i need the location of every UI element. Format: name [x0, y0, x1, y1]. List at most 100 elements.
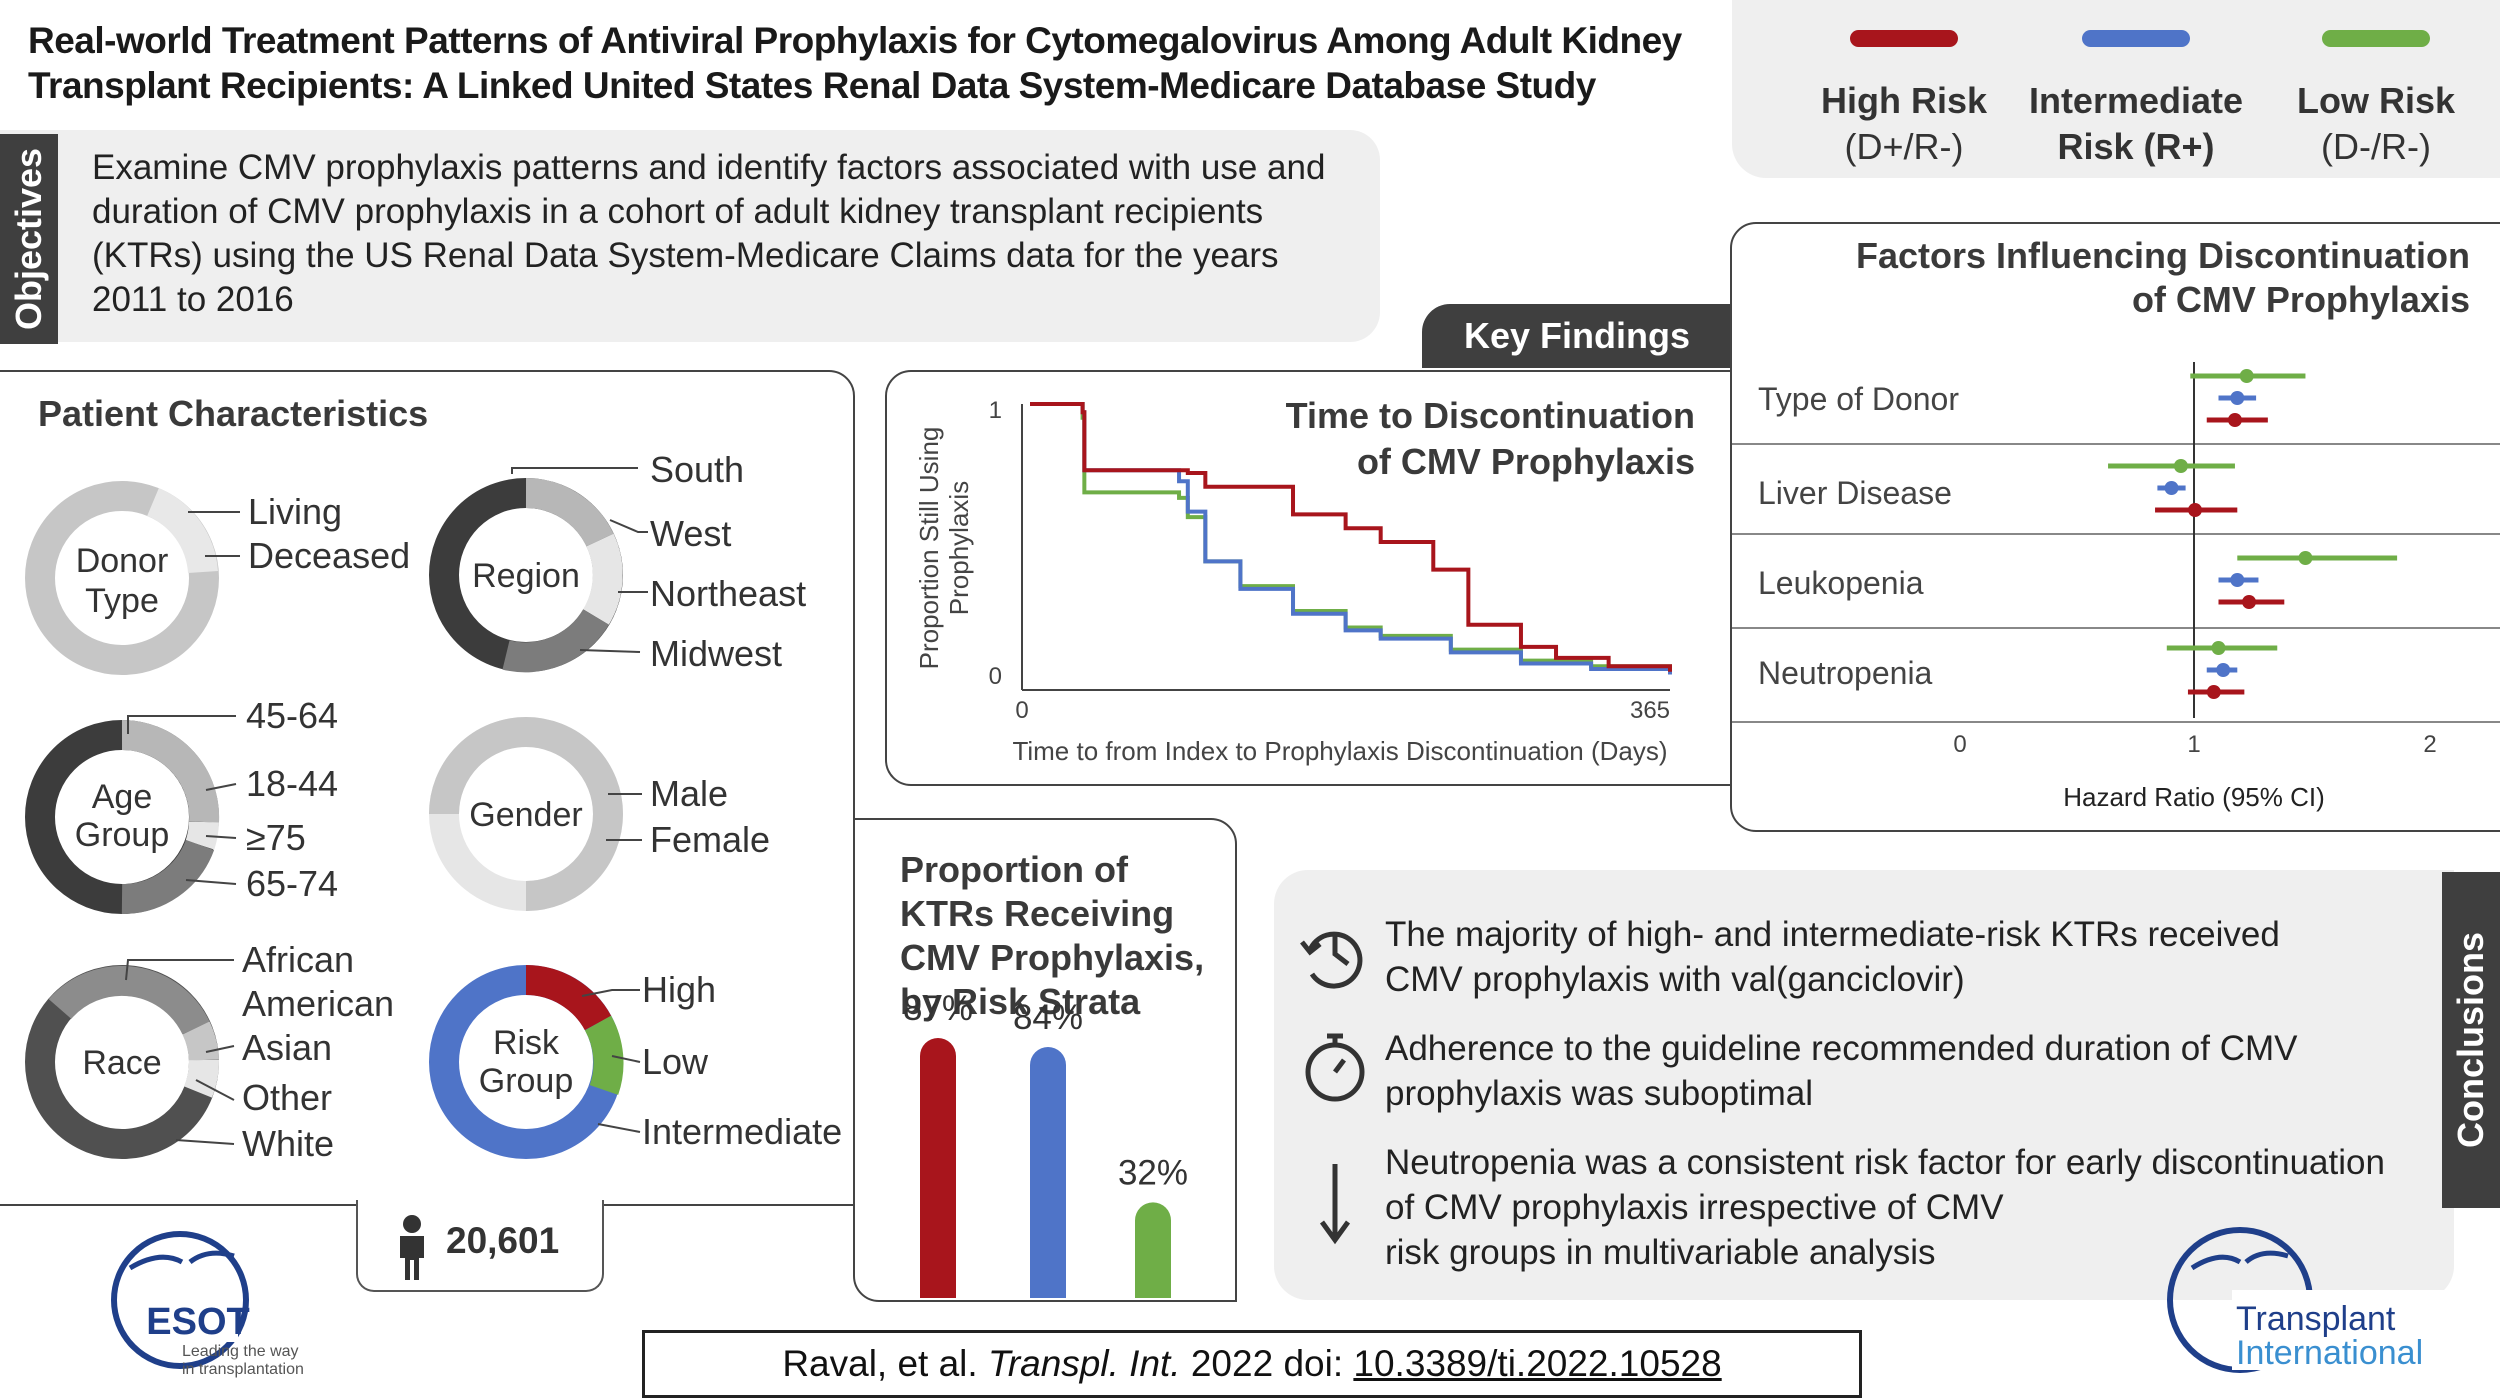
citation-year: 2022 doi:: [1190, 1343, 1344, 1384]
forest-xlabel: Hazard Ratio (95% CI): [2063, 782, 2325, 812]
forest-point: [2230, 391, 2245, 405]
forest-tick-1: 1: [2187, 731, 2200, 758]
forest-factor-donor: Type of Donor: [1758, 381, 1959, 417]
legend-low-line2: (D-/R-): [2321, 126, 2431, 167]
region-midwest: Midwest: [650, 633, 782, 674]
conclusions-panel: [1274, 870, 2454, 1300]
km-xlabel: Time to from Index to Prophylaxis Discon…: [1012, 736, 1667, 766]
forest-point: [2188, 503, 2202, 517]
proportion-bar-label: 84%: [1013, 998, 1083, 1037]
esot-tagline-2: in transplantation: [182, 1361, 304, 1378]
km-series-line: [1030, 402, 1672, 672]
km-ylabel-1: Proportion Still Using: [914, 427, 944, 670]
conclusion-item-2: Adherence to the guideline recommended d…: [1385, 1026, 2425, 1116]
forest-marks-group: [2108, 369, 2398, 699]
transplant-international-logo: Transplant International: [2167, 1227, 2472, 1373]
legend-intermediate-line1: Intermediate: [2028, 80, 2244, 121]
forest-point: [2211, 641, 2226, 655]
legend-item-intermediate: Intermediate Risk (R+): [2016, 78, 2256, 170]
race-white: White: [242, 1123, 334, 1164]
forest-factor-liver: Liver Disease: [1758, 475, 1952, 511]
forest-title-1: Factors Influencing Discontinuation: [1856, 235, 2470, 276]
km-series-group: [1030, 402, 1672, 675]
race-african: African: [242, 939, 354, 980]
hand-right-icon: [188, 1250, 235, 1265]
race-label: Race: [82, 1044, 161, 1082]
forest-tick-2: 2: [2423, 731, 2436, 758]
donor-type-living: Living: [248, 491, 342, 532]
person-icon: [400, 1215, 424, 1280]
forest-tick-0: 0: [1953, 731, 1966, 758]
hand-left-icon: [128, 1254, 184, 1271]
donor-type-donut: Donor Type Living Deceased: [25, 481, 410, 675]
legend-item-high: High Risk (D+/R-): [1784, 78, 2024, 170]
objectives-text: Examine CMV prophylaxis patterns and ide…: [92, 148, 1326, 319]
forest-point: [2298, 551, 2313, 565]
region-northeast: Northeast: [650, 573, 806, 614]
proportion-bar: [1030, 1046, 1066, 1298]
title-line-1: Real-world Treatment Patterns of Antivir…: [28, 20, 1682, 61]
risk-group-label-1: Risk: [493, 1024, 560, 1062]
risk-high: High: [642, 969, 716, 1010]
age-75-plus: ≥75: [246, 817, 306, 858]
donor-type-label-2: Type: [85, 582, 159, 620]
region-west: West: [650, 513, 731, 554]
proportion-bar: [920, 1038, 956, 1298]
gender-donut: Gender Male Female: [429, 717, 770, 911]
forest-point: [2239, 369, 2254, 383]
conclusions-tab: Conclusions: [2442, 872, 2500, 1208]
km-xtick-left: 0: [1015, 697, 1028, 724]
history-clock-icon: [1300, 931, 1363, 989]
proportion-bar: [1135, 1202, 1171, 1298]
forest-point: [2227, 413, 2242, 427]
proportion-title-1: Proportion of: [900, 849, 1128, 890]
gender-label: Gender: [469, 796, 582, 834]
legend-line-low: [2322, 30, 2430, 47]
forest-point: [2230, 573, 2245, 587]
ti-logo-line2: International: [2236, 1334, 2423, 1372]
legend-high-line2: (D+/R-): [1844, 126, 1964, 167]
region-south: South: [650, 449, 744, 490]
conclusion-3-line2: of CMV prophylaxis irrespective of CMV: [1385, 1188, 2004, 1227]
km-xtick-right: 365: [1630, 697, 1670, 724]
km-ylabel-2: Prophylaxis: [944, 481, 974, 615]
citation-doi-link[interactable]: 10.3389/ti.2022.10528: [1353, 1343, 1722, 1384]
ti-logo-line1: Transplant: [2236, 1300, 2396, 1338]
age-group-label-1: Age: [92, 778, 153, 816]
cohort-size-box: 20,601: [356, 1200, 604, 1292]
km-panel: [885, 370, 1814, 786]
conclusion-1-line1: The majority of high- and intermediate-r…: [1385, 915, 2280, 954]
forest-point: [2216, 663, 2231, 677]
conclusion-2-line2: prophylaxis was suboptimal: [1385, 1074, 1813, 1113]
legend-item-low: Low Risk (D-/R-): [2256, 78, 2496, 170]
age-45-64: 45-64: [246, 695, 338, 736]
forest-point: [2206, 685, 2221, 699]
race-american: American: [242, 983, 394, 1024]
conclusion-1-line2: CMV prophylaxis with val(ganciclovir): [1385, 960, 1965, 999]
esot-tagline-1: Leading the way: [182, 1343, 299, 1360]
title-line-2: Transplant Recipients: A Linked United S…: [28, 65, 1596, 106]
risk-intermediate: Intermediate: [642, 1111, 842, 1152]
km-title-2: of CMV Prophylaxis: [1357, 441, 1695, 482]
down-arrow-icon: [1319, 1164, 1351, 1245]
region-donut: Region South West Northeast Midwest: [429, 449, 806, 674]
gender-female: Female: [650, 819, 770, 860]
citation-journal: Transpl. Int.: [987, 1343, 1181, 1384]
cohort-size: 20,601: [446, 1220, 560, 1261]
conclusion-2-line1: Adherence to the guideline recommended d…: [1385, 1029, 2298, 1068]
conclusion-item-1: The majority of high- and intermediate-r…: [1385, 912, 2425, 1002]
km-ytick-top: 1: [989, 397, 1002, 424]
forest-panel: [1730, 222, 2500, 832]
risk-legend: [1732, 0, 2500, 178]
citation-authors: Raval, et al.: [782, 1343, 978, 1384]
gender-male: Male: [650, 773, 728, 814]
esot-logo-text: ESOT: [146, 1301, 249, 1343]
age-group-donut: Age Group 45-64 18-44 ≥75 65-74: [25, 695, 338, 915]
km-title-1: Time to Discontinuation: [1286, 395, 1695, 436]
